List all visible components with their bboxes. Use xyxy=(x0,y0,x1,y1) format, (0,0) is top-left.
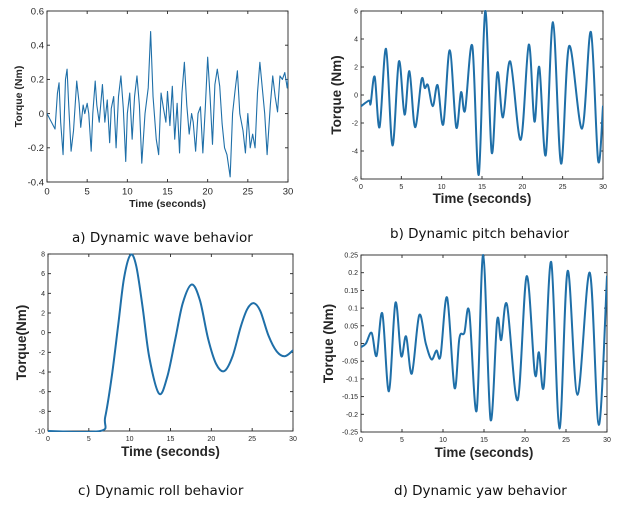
y-tick-label: 0 xyxy=(354,341,358,348)
y-axis-title: Torque (Nm) xyxy=(13,66,25,128)
y-tick-label: -4 xyxy=(39,369,45,376)
y-tick-label: 2 xyxy=(354,64,358,71)
x-tick-label: 20 xyxy=(202,187,213,198)
series-line-roll-torque xyxy=(48,253,293,432)
x-tick-label: 15 xyxy=(480,437,488,444)
x-tick-label: 25 xyxy=(562,437,570,444)
x-tick-label: 25 xyxy=(559,184,567,191)
chart-wave: 0 5 10 15 20 25 30 -0.4 -0.2 0 0.2 0.4 0.6 Time (seco… xyxy=(13,6,293,210)
y-tick-label: 6 xyxy=(41,271,45,278)
y-tick-label: -0.2 xyxy=(346,412,358,419)
x-tick-label: 15 xyxy=(478,184,486,191)
y-tick-label: -0.05 xyxy=(342,359,358,366)
caption-pitch: b) Dynamic pitch behavior xyxy=(390,226,570,242)
x-tick-label: 30 xyxy=(289,436,297,443)
y-axis-title: Torque(Nm) xyxy=(14,305,29,381)
x-axis-title: Time (seconds) xyxy=(129,198,206,210)
y-tick-label: 0.2 xyxy=(348,270,358,277)
y-tick-label: 0.15 xyxy=(344,288,358,295)
caption-roll: c) Dynamic roll behavior xyxy=(78,483,244,499)
y-tick-label: -0.2 xyxy=(28,143,44,154)
x-tick-label: 20 xyxy=(518,184,526,191)
y-tick-label: 4 xyxy=(41,291,45,298)
x-tick-label: 15 xyxy=(162,187,173,198)
y-tick-label: 0 xyxy=(39,109,44,120)
y-tick-label: 0.25 xyxy=(344,252,358,259)
x-axis-title: Time (seconds) xyxy=(435,445,534,460)
caption-wave: a) Dynamic wave behavior xyxy=(72,230,253,246)
y-tick-label: -6 xyxy=(352,176,358,183)
y-tick-label: -10 xyxy=(35,428,45,435)
y-tick-label: 4 xyxy=(354,36,358,43)
y-tick-label: -0.25 xyxy=(342,429,358,436)
x-tick-label: 20 xyxy=(207,436,215,443)
y-tick-label: 0.6 xyxy=(31,6,44,17)
x-tick-label: 30 xyxy=(283,187,294,198)
y-tick-label: 6 xyxy=(354,8,358,15)
y-tick-label: 0.1 xyxy=(348,306,358,313)
chart-pitch: 0 5 10 15 20 25 30 -6 -4 -2 0 2 4 6 Time (seconds) Torq… xyxy=(329,8,607,206)
y-tick-label: -0.15 xyxy=(342,394,358,401)
x-tick-label: 5 xyxy=(399,184,403,191)
x-tick-label: 0 xyxy=(359,437,363,444)
x-axis-title: Time (seconds) xyxy=(121,444,220,459)
series-line-wave-torque xyxy=(47,30,288,178)
y-tick-label: 0 xyxy=(354,92,358,99)
series-line-pitch-torque xyxy=(361,10,603,176)
y-tick-label: -0.4 xyxy=(28,177,44,188)
x-axis-title: Time (seconds) xyxy=(433,191,532,206)
x-tick-label: 15 xyxy=(167,436,175,443)
x-tick-label: 0 xyxy=(359,184,363,191)
chart-roll: 0 5 10 15 20 25 30 -10 -8 -6 -4 -2 0 2 4 6 8 Time (second… xyxy=(14,251,297,459)
x-tick-label: 0 xyxy=(46,436,50,443)
series-line-yaw-torque xyxy=(361,254,607,430)
x-tick-label: 25 xyxy=(243,187,254,198)
y-tick-label: -2 xyxy=(39,350,45,357)
y-tick-label: 8 xyxy=(41,251,45,258)
caption-yaw: d) Dynamic yaw behavior xyxy=(394,483,567,499)
x-tick-label: 30 xyxy=(599,184,607,191)
x-tick-label: 25 xyxy=(248,436,256,443)
x-tick-label: 0 xyxy=(44,187,49,198)
y-tick-label: -0.1 xyxy=(346,376,358,383)
y-tick-label: -2 xyxy=(352,120,358,127)
y-tick-label: 0.05 xyxy=(344,323,358,330)
y-axis-title: Torque (Nm) xyxy=(321,304,336,383)
chart-yaw: 0 5 10 15 20 25 30 -0.25 -0.2 -0.15 -0.1 -0.05 0 0.05… xyxy=(321,252,611,460)
x-tick-label: 10 xyxy=(122,187,133,198)
x-tick-label: 5 xyxy=(400,437,404,444)
y-tick-label: 2 xyxy=(41,310,45,317)
x-tick-label: 20 xyxy=(521,437,529,444)
y-tick-label: 0.4 xyxy=(31,41,44,52)
y-tick-label: 0.2 xyxy=(31,75,44,86)
x-tick-label: 10 xyxy=(438,184,446,191)
x-tick-label: 30 xyxy=(603,437,611,444)
x-tick-label: 5 xyxy=(85,187,90,198)
x-tick-label: 10 xyxy=(126,436,134,443)
x-tick-label: 5 xyxy=(87,436,91,443)
plot-frame xyxy=(47,253,294,432)
y-tick-label: -8 xyxy=(39,409,45,416)
x-tick-label: 10 xyxy=(439,437,447,444)
y-tick-label: 0 xyxy=(41,330,45,337)
y-tick-label: -6 xyxy=(39,389,45,396)
y-tick-label: -4 xyxy=(352,148,358,155)
y-axis-title: Torque (Nm) xyxy=(329,55,344,134)
